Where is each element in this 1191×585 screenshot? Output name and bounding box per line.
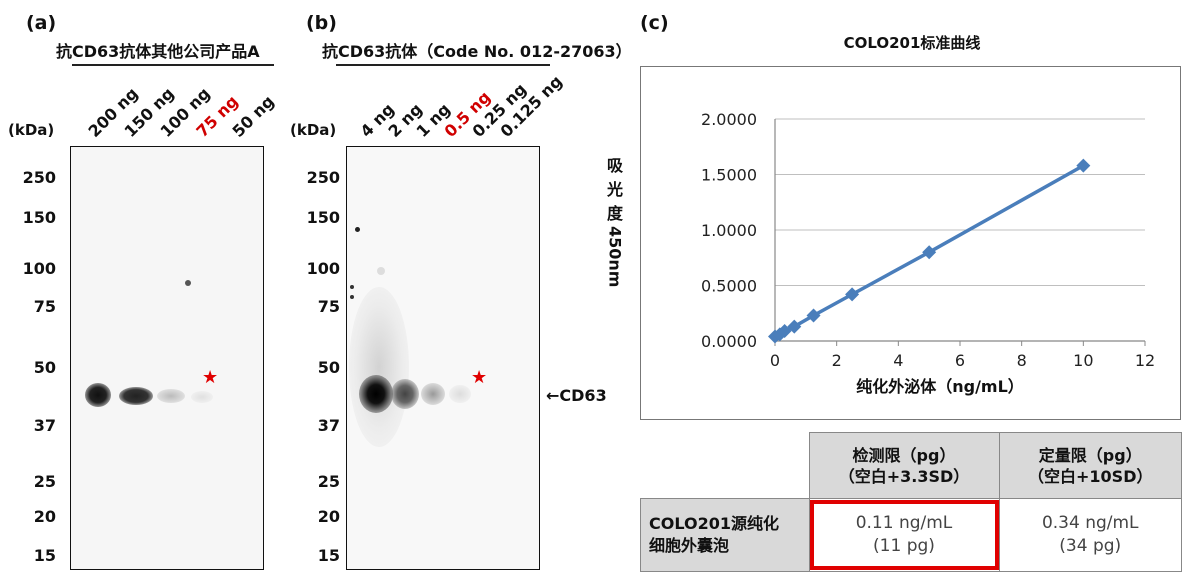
panel-a-title: 抗CD63抗体其他公司产品A bbox=[56, 42, 260, 61]
chart-frame bbox=[640, 66, 1181, 420]
chart-x-tick-label: 10 bbox=[1073, 351, 1093, 370]
loq-header-line2: （空白+10SD） bbox=[1028, 466, 1153, 486]
panel-b-mw-marker: 37 bbox=[317, 416, 340, 435]
panel-b-artifact-dot bbox=[350, 285, 354, 289]
panel-b-mw-marker: 15 bbox=[317, 546, 340, 565]
loq-header-line1: 定量限（pg） bbox=[1038, 445, 1142, 465]
chart-data-point bbox=[787, 319, 802, 334]
loq-value-cell: 0.34 ng/mL (34 pg) bbox=[998, 498, 1182, 572]
chart-y-tick-label: 2.0000 bbox=[701, 110, 757, 129]
chart-title: COLO201标准曲线 bbox=[844, 34, 981, 52]
panel-b-smear bbox=[349, 287, 409, 447]
panel-b-band-4 bbox=[359, 375, 393, 413]
panel-b-mw-marker: 100 bbox=[306, 259, 340, 278]
lod-value-pg: (11 pg) bbox=[873, 536, 935, 557]
lod-header-line2: （空白+3.3SD） bbox=[838, 466, 970, 486]
panel-b-letter: (b) bbox=[306, 12, 337, 34]
chart-x-tick-label: 4 bbox=[893, 351, 903, 370]
panel-b-blot-image: ★ bbox=[346, 146, 540, 570]
chart-y-tick-label: 0.0000 bbox=[701, 332, 757, 351]
panel-a-blot-image: ★ bbox=[70, 146, 264, 570]
panel-b-band-2 bbox=[391, 379, 419, 409]
cd63-annotation: ←CD63 bbox=[546, 386, 607, 405]
chart-y-tick-label: 1.0000 bbox=[701, 221, 757, 240]
panel-b-title: 抗CD63抗体（Code No. 012-27063） bbox=[322, 42, 632, 61]
loq-value-pg: (34 pg) bbox=[1059, 536, 1122, 557]
panel-a-letter: (a) bbox=[26, 12, 57, 34]
chart-data-point bbox=[845, 287, 860, 302]
panel-a-band-150 bbox=[119, 387, 153, 405]
chart-x-axis-label: 纯化外泌体（ng/mL） bbox=[856, 377, 1024, 396]
chart-y-axis-label-char: 度 bbox=[606, 204, 623, 223]
panel-a-title-underline bbox=[72, 64, 274, 66]
chart-data-point bbox=[922, 245, 937, 260]
lod-highlight-box: 0.11 ng/mL (11 pg) bbox=[809, 500, 999, 571]
lod-value: 0.11 ng/mL bbox=[855, 513, 953, 534]
lod-header: 检测限（pg） （空白+3.3SD） bbox=[808, 431, 1000, 500]
panel-b-mw-marker: 25 bbox=[317, 472, 340, 491]
panel-b-title-underline bbox=[336, 64, 550, 66]
chart-x-tick-label: 0 bbox=[770, 351, 780, 370]
panel-a-band-75 bbox=[191, 391, 213, 403]
lod-header-line1: 检测限（pg） bbox=[852, 445, 956, 465]
panel-b-band-1 bbox=[421, 383, 445, 405]
chart-x-tick-label: 6 bbox=[955, 351, 965, 370]
panel-a-mw-marker: 15 bbox=[33, 546, 56, 565]
panel-a-kda-label: (kDa) bbox=[8, 121, 55, 139]
panel-a-mw-marker: 75 bbox=[33, 297, 56, 316]
chart-data-point bbox=[806, 308, 821, 323]
chart-x-tick-label: 2 bbox=[832, 351, 842, 370]
panel-b-mw-marker: 75 bbox=[317, 297, 340, 316]
chart-y-tick-label: 0.5000 bbox=[701, 277, 757, 296]
chart-y-axis-label-char: 吸 bbox=[606, 156, 623, 175]
chart-x-tick-label: 12 bbox=[1135, 351, 1155, 370]
sample-row-header-line2: 细胞外囊泡 bbox=[649, 536, 730, 556]
panel-a-mw-marker: 25 bbox=[33, 472, 56, 491]
chart-y-tick-label: 1.5000 bbox=[701, 166, 757, 185]
chart-data-point bbox=[777, 324, 792, 339]
panel-a-mw-marker: 100 bbox=[22, 259, 56, 278]
panel-b-mw-marker: 250 bbox=[306, 168, 340, 187]
sample-row-header: COLO201源纯化 细胞外囊泡 bbox=[640, 498, 810, 572]
panel-b-mw-marker: 150 bbox=[306, 208, 340, 227]
panel-a-star-marker: ★ bbox=[202, 367, 219, 388]
panel-a-band-100 bbox=[157, 389, 185, 403]
panel-b-mw-marker: 20 bbox=[317, 507, 340, 526]
chart-y-axis-label-char: 光 bbox=[606, 180, 623, 199]
chart-y-axis-label-unit: 450nm bbox=[605, 226, 625, 288]
panel-b-artifact-dot bbox=[350, 295, 354, 299]
panel-c-letter: (c) bbox=[640, 12, 669, 34]
panel-a-band-200 bbox=[85, 383, 111, 407]
panel-b-mw-marker: 50 bbox=[317, 358, 340, 377]
panel-a-mw-marker: 250 bbox=[22, 168, 56, 187]
chart-x-tick-label: 8 bbox=[1017, 351, 1027, 370]
panel-b-band-05 bbox=[449, 385, 471, 403]
chart-data-point bbox=[1076, 158, 1091, 173]
chart-y-axis-label: 吸光度 450nm bbox=[602, 152, 628, 287]
loq-header: 定量限（pg） （空白+10SD） bbox=[998, 431, 1182, 500]
panel-b-star-marker: ★ bbox=[471, 367, 488, 388]
panel-a-artifact-dot bbox=[185, 280, 191, 286]
panel-a-mw-marker: 150 bbox=[22, 208, 56, 227]
detection-limit-table: 检测限（pg） （空白+3.3SD） 定量限（pg） （空白+10SD） COL… bbox=[640, 431, 1182, 572]
lod-value-cell: 0.11 ng/mL (11 pg) bbox=[808, 498, 1000, 572]
table-corner-cell bbox=[640, 432, 810, 500]
panel-b-kda-label: (kDa) bbox=[290, 121, 337, 139]
panel-a-mw-marker: 20 bbox=[33, 507, 56, 526]
panel-a-mw-marker: 37 bbox=[33, 416, 56, 435]
loq-value: 0.34 ng/mL bbox=[1041, 513, 1139, 534]
panel-b-artifact-dot bbox=[377, 267, 385, 275]
panel-b-artifact-dot bbox=[355, 227, 360, 232]
standard-curve-chart: COLO201标准曲线 0.0000 0.5000 1.0000 1.5000 2.000… bbox=[701, 34, 1155, 396]
panel-a-mw-marker: 50 bbox=[33, 358, 56, 377]
sample-row-header-line1: COLO201源纯化 bbox=[649, 514, 779, 534]
